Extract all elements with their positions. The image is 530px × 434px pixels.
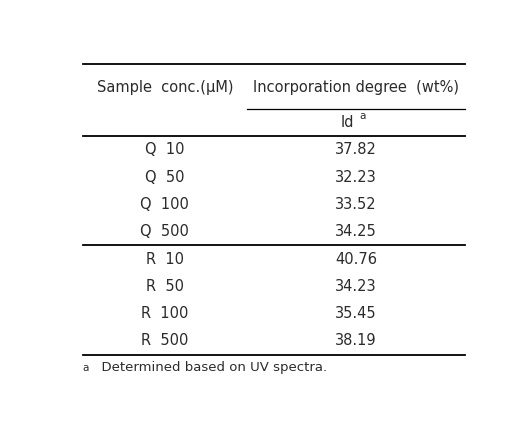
- Text: 34.23: 34.23: [335, 279, 377, 294]
- Text: Determined based on UV spectra.: Determined based on UV spectra.: [93, 362, 327, 375]
- Text: a: a: [83, 363, 89, 373]
- Text: 38.19: 38.19: [335, 333, 377, 349]
- Text: R  10: R 10: [146, 252, 184, 266]
- Text: Q  50: Q 50: [145, 170, 184, 185]
- Text: 32.23: 32.23: [335, 170, 377, 185]
- Text: Q  10: Q 10: [145, 142, 184, 158]
- Text: R  50: R 50: [146, 279, 184, 294]
- Text: a: a: [359, 111, 366, 121]
- Text: 35.45: 35.45: [335, 306, 377, 321]
- Text: 37.82: 37.82: [335, 142, 377, 158]
- Text: R  100: R 100: [141, 306, 189, 321]
- Text: Q  500: Q 500: [140, 224, 189, 239]
- Text: 33.52: 33.52: [335, 197, 377, 212]
- Text: Q  100: Q 100: [140, 197, 189, 212]
- Text: R  500: R 500: [141, 333, 189, 349]
- Text: Id: Id: [341, 115, 355, 130]
- Text: 34.25: 34.25: [335, 224, 377, 239]
- Text: Incorporation degree  (wt%): Incorporation degree (wt%): [253, 80, 459, 95]
- Text: Sample  conc.(μM): Sample conc.(μM): [96, 80, 233, 95]
- Text: 40.76: 40.76: [335, 252, 377, 266]
